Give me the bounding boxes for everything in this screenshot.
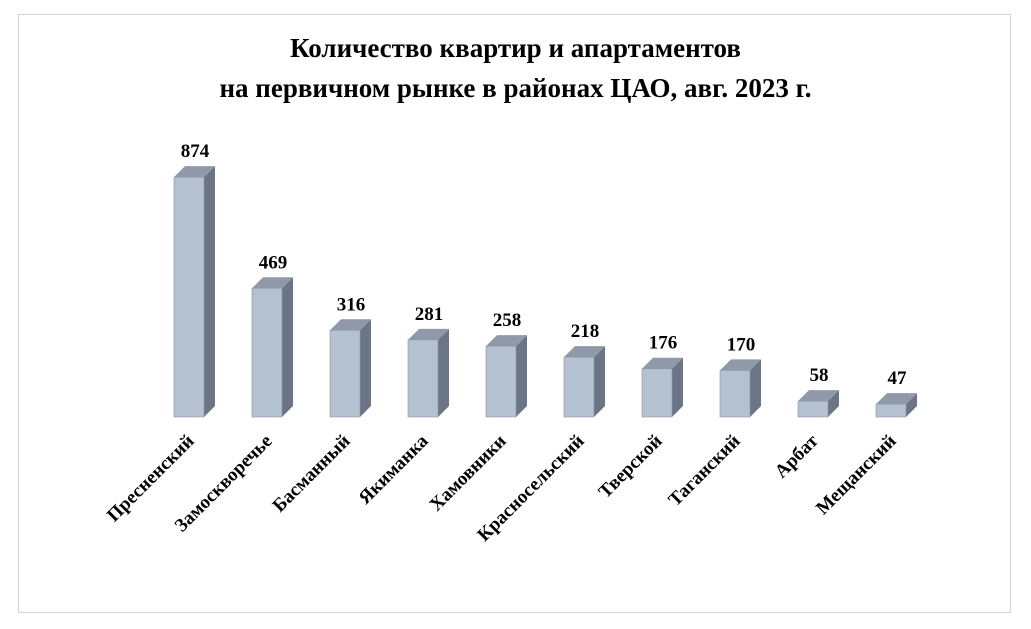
category-label-тверской: Тверской bbox=[595, 431, 667, 503]
bar-front-арбат bbox=[797, 400, 829, 418]
bar-front-таганский bbox=[719, 370, 751, 418]
value-label-хамовники: 258 bbox=[493, 310, 522, 331]
bar-side-таганский bbox=[750, 359, 761, 417]
category-label-якиманка: Якиманка bbox=[355, 430, 433, 508]
bar-top-таганский bbox=[720, 359, 761, 371]
bar-top-замоскворечье bbox=[252, 277, 293, 289]
category-label-басманный: Басманный bbox=[269, 431, 355, 517]
bar-хамовники bbox=[485, 335, 527, 418]
value-label-арбат: 58 bbox=[810, 365, 829, 386]
bar-top-тверской bbox=[642, 357, 683, 369]
bar-top-басманный bbox=[330, 319, 371, 331]
category-label-таганский: Таганский bbox=[665, 431, 745, 511]
value-label-басманный: 316 bbox=[337, 294, 366, 315]
bar-front-красносельский bbox=[563, 356, 595, 418]
bar-top-арбат bbox=[798, 390, 839, 402]
chart-title-line-1: Количество квартир и апартаментов bbox=[290, 33, 741, 63]
bar-басманный bbox=[329, 319, 371, 418]
value-label-пресненский: 874 bbox=[181, 141, 210, 162]
bar-top-мещанский bbox=[876, 393, 917, 405]
bar-мещанский bbox=[875, 393, 917, 418]
category-label-мещанский: Мещанский bbox=[812, 431, 900, 519]
bar-красносельский bbox=[563, 346, 605, 418]
bar-top-якиманка bbox=[408, 328, 449, 340]
category-label-хамовники: Хамовники bbox=[426, 431, 511, 516]
bar-front-мещанский bbox=[875, 403, 907, 418]
bar-side-хамовники bbox=[516, 335, 527, 417]
bar-пресненский bbox=[173, 166, 215, 418]
bar-side-тверской bbox=[672, 357, 683, 417]
bar-front-замоскворечье bbox=[251, 287, 283, 418]
bar-front-басманный bbox=[329, 329, 361, 418]
chart-title: Количество квартир и апартаментов на пер… bbox=[0, 28, 1031, 108]
bar-side-басманный bbox=[360, 319, 371, 417]
bar-top-пресненский bbox=[174, 166, 215, 178]
bar-side-красносельский bbox=[594, 346, 605, 417]
bar-side-замоскворечье bbox=[282, 277, 293, 417]
bar-арбат bbox=[797, 390, 839, 418]
category-label-арбат: Арбат bbox=[771, 430, 823, 482]
bar-front-тверской bbox=[641, 368, 673, 418]
value-label-красносельский: 218 bbox=[571, 321, 600, 342]
value-label-замоскворечье: 469 bbox=[259, 252, 288, 273]
value-label-якиманка: 281 bbox=[415, 304, 444, 325]
bar-замоскворечье bbox=[251, 277, 293, 418]
bar-top-красносельский bbox=[564, 346, 605, 358]
bar-front-хамовники bbox=[485, 345, 517, 418]
bar-top-хамовники bbox=[486, 335, 527, 347]
bar-side-мещанский bbox=[906, 393, 917, 417]
bar-side-пресненский bbox=[204, 166, 215, 417]
bar-front-пресненский bbox=[173, 176, 205, 418]
bar-side-якиманка bbox=[438, 328, 449, 417]
bar-якиманка bbox=[407, 328, 449, 418]
bar-side-арбат bbox=[828, 390, 839, 417]
bar-front-якиманка bbox=[407, 339, 439, 418]
value-label-мещанский: 47 bbox=[888, 368, 908, 389]
chart-title-line-2: на первичном рынке в районах ЦАО, авг. 2… bbox=[219, 73, 812, 103]
bar-тверской bbox=[641, 357, 683, 418]
value-label-таганский: 170 bbox=[727, 334, 756, 355]
value-label-тверской: 176 bbox=[649, 333, 678, 354]
bar-таганский bbox=[719, 359, 761, 418]
